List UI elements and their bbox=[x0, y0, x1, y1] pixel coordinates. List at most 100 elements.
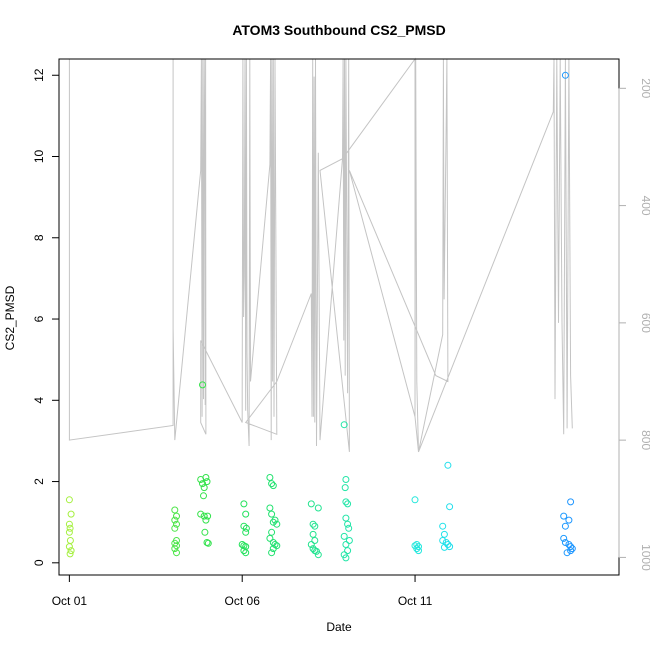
data-point bbox=[568, 545, 576, 553]
data-point bbox=[202, 474, 210, 481]
data-point bbox=[342, 541, 350, 548]
data-point bbox=[271, 516, 279, 524]
data-point bbox=[444, 461, 452, 469]
data-point bbox=[268, 510, 276, 518]
y2-axis: 200 400 600 800 1000 bbox=[618, 78, 650, 571]
data-point bbox=[439, 537, 447, 544]
data-point bbox=[411, 496, 419, 504]
data-point bbox=[242, 524, 250, 532]
data-point bbox=[415, 547, 422, 555]
data-point bbox=[203, 478, 211, 486]
y2-tick-label: 400 bbox=[639, 196, 650, 216]
data-point bbox=[65, 528, 73, 536]
data-point bbox=[314, 551, 322, 559]
data-point bbox=[311, 537, 319, 544]
y2-tick-label: 1000 bbox=[639, 544, 650, 571]
data-point bbox=[171, 516, 179, 524]
data-point bbox=[171, 506, 179, 514]
data-point bbox=[563, 549, 571, 557]
y-tick-label: 10 bbox=[32, 150, 46, 164]
data-point bbox=[446, 543, 454, 551]
data-point bbox=[271, 541, 279, 548]
data-point bbox=[65, 543, 73, 551]
data-point bbox=[268, 528, 276, 536]
data-point bbox=[567, 547, 575, 555]
data-point bbox=[309, 530, 317, 538]
data-point bbox=[560, 534, 568, 542]
data-point bbox=[266, 534, 274, 542]
data-point bbox=[413, 541, 421, 548]
y-tick-label: 12 bbox=[32, 68, 46, 82]
data-point bbox=[565, 541, 573, 548]
y-tick-label: 0 bbox=[32, 559, 46, 566]
data-point bbox=[340, 532, 348, 540]
y-tick-label: 6 bbox=[32, 315, 46, 322]
data-point bbox=[344, 520, 352, 528]
x-axis-title: Date bbox=[326, 620, 352, 634]
x-tick-label: Oct 01 bbox=[52, 594, 88, 608]
data-point bbox=[199, 381, 206, 389]
data-point bbox=[342, 498, 350, 506]
data-point bbox=[561, 71, 569, 79]
data-point bbox=[238, 541, 246, 548]
data-point bbox=[561, 539, 569, 546]
data-point bbox=[311, 522, 319, 530]
data-point bbox=[240, 500, 248, 508]
data-point bbox=[341, 484, 349, 492]
data-point bbox=[344, 547, 352, 555]
data-point bbox=[266, 504, 274, 512]
data-point bbox=[204, 539, 212, 547]
data-point bbox=[200, 492, 207, 500]
data-point bbox=[67, 547, 75, 555]
data-point bbox=[266, 474, 274, 481]
data-point bbox=[199, 480, 206, 488]
data-point bbox=[344, 500, 352, 508]
y2-tick-label: 200 bbox=[639, 78, 650, 98]
data-point bbox=[415, 543, 422, 551]
x-axis: Oct 01 Oct 06 Oct 11 bbox=[52, 574, 433, 608]
data-point bbox=[314, 504, 322, 512]
y-axis: 0 2 4 6 8 10 12 bbox=[32, 68, 60, 566]
data-point bbox=[203, 539, 211, 546]
data-point bbox=[307, 541, 315, 548]
data-point bbox=[340, 421, 348, 429]
data-point bbox=[67, 510, 75, 518]
data-point bbox=[269, 545, 277, 553]
data-point bbox=[242, 549, 250, 557]
data-point bbox=[313, 547, 320, 555]
data-point bbox=[269, 482, 277, 490]
data-point bbox=[65, 496, 73, 504]
data-point bbox=[567, 543, 575, 551]
data-point bbox=[66, 550, 74, 558]
data-point bbox=[560, 512, 568, 520]
data-point bbox=[66, 524, 74, 532]
data-point bbox=[204, 512, 212, 520]
data-point bbox=[242, 510, 250, 518]
data-point bbox=[342, 514, 350, 522]
data-point bbox=[171, 524, 179, 532]
data-point bbox=[269, 518, 277, 526]
data-point bbox=[565, 516, 573, 524]
data-point bbox=[173, 549, 180, 557]
y-tick-label: 2 bbox=[32, 478, 46, 485]
data-point bbox=[202, 516, 210, 524]
data-point bbox=[342, 554, 350, 562]
x-tick-label: Oct 11 bbox=[398, 594, 433, 608]
y2-series-line-layer bbox=[68, 57, 573, 453]
y2-series-line bbox=[68, 57, 573, 453]
data-point bbox=[309, 520, 317, 528]
data-point bbox=[440, 543, 448, 551]
y2-tick-label: 600 bbox=[639, 313, 650, 333]
data-point bbox=[173, 512, 180, 520]
y-tick-label: 8 bbox=[32, 234, 46, 241]
y-tick-label: 4 bbox=[32, 397, 46, 404]
data-point bbox=[439, 522, 447, 530]
data-point bbox=[173, 520, 180, 528]
data-point bbox=[307, 500, 315, 508]
data-point bbox=[268, 549, 276, 557]
data-point bbox=[268, 480, 276, 488]
y-axis-title: CS2_PMSD bbox=[3, 285, 17, 350]
data-point bbox=[201, 528, 209, 536]
